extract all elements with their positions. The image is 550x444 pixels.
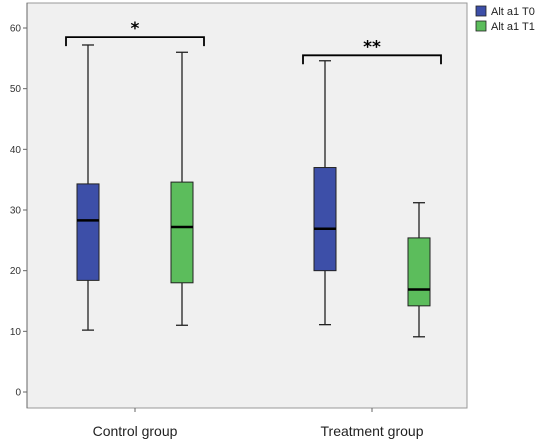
box-iqr [170, 181, 194, 284]
y-tick-label: 10 [10, 327, 22, 338]
y-tick-label: 60 [10, 24, 22, 35]
x-axis-ticks: Control group Treatment group [93, 408, 424, 439]
y-tick-label: 50 [10, 84, 22, 95]
y-tick-label: 0 [15, 388, 21, 399]
box-t1-treatment [407, 202, 431, 338]
legend-item: Alt a1 T1 [475, 20, 535, 33]
legend-swatch [475, 5, 487, 17]
plot-area [26, 2, 468, 409]
x-category-label: Treatment group [321, 423, 424, 439]
legend-label: Alt a1 T0 [491, 6, 535, 18]
x-category-label: Control group [93, 423, 178, 439]
legend-item: Alt a1 T0 [475, 5, 535, 18]
bracket-line [65, 36, 205, 47]
significance-brackets: *** [65, 19, 442, 65]
bracket-line [302, 54, 442, 65]
box-t0-control [76, 44, 100, 331]
significance-bracket: * [65, 19, 205, 47]
y-axis-ticks: 0 10 20 30 40 50 60 [10, 24, 27, 399]
box-iqr [407, 237, 431, 307]
y-tick-label: 40 [10, 145, 22, 156]
y-tick-label: 30 [10, 206, 22, 217]
significance-bracket: ** [302, 37, 442, 65]
legend-label: Alt a1 T1 [491, 21, 535, 33]
significance-stars: ** [363, 37, 381, 57]
y-tick-label: 20 [10, 266, 22, 277]
box-t1-control [170, 51, 194, 326]
boxes [76, 44, 431, 338]
legend-swatch [475, 20, 487, 32]
box-iqr [313, 167, 337, 272]
box-t0-treatment [313, 60, 337, 326]
box-iqr [76, 183, 100, 281]
legend: Alt a1 T0 Alt a1 T1 [475, 5, 535, 33]
significance-stars: * [131, 19, 140, 39]
